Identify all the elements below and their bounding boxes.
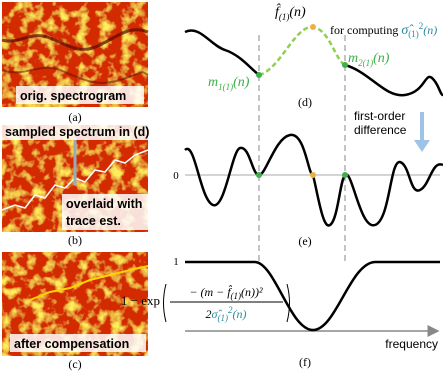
- trace: [29, 265, 149, 301]
- weight-curve: [185, 260, 440, 332]
- paren: [286, 283, 290, 323]
- panel-label: sampled spectrum in (d): [5, 125, 149, 139]
- arg: (n): [373, 51, 390, 66]
- caption: (d): [298, 95, 312, 109]
- panel-label: overlaid with: [66, 197, 142, 211]
- caption: (a): [68, 110, 81, 124]
- denominator: 2σ̂(1)2(n): [206, 305, 247, 323]
- note-text: for computing: [330, 23, 401, 37]
- arrow-label: first-order: [354, 109, 405, 123]
- sub: 2(1): [358, 58, 373, 68]
- formula: 1 − exp − (m − f̂(1)(n))² 2σ̂(1)2(n): [121, 283, 290, 323]
- sym: m: [348, 51, 358, 66]
- sym: σ̂: [212, 307, 223, 321]
- label-bg: [62, 194, 148, 230]
- sub: (1): [408, 29, 419, 39]
- m1: m1(1)(n): [208, 75, 250, 92]
- m2: m2(1)(n): [348, 51, 390, 68]
- sub: (1): [231, 291, 242, 301]
- formula-prefix: 1 − exp: [121, 293, 160, 308]
- num: − (m −: [189, 285, 227, 299]
- point: [342, 172, 348, 178]
- sym: m: [208, 75, 218, 90]
- numerator: − (m − f̂(1)(n))²: [189, 284, 263, 301]
- f-hat: f̂(1)(n): [275, 3, 306, 22]
- zero-label: 0: [173, 170, 179, 182]
- point: [310, 172, 316, 178]
- point: [342, 62, 348, 68]
- label-bg: [2, 124, 148, 140]
- arg: (n): [423, 23, 437, 37]
- point: [310, 24, 316, 30]
- one-label: 1: [173, 256, 179, 268]
- point: [256, 72, 262, 78]
- trace: [1, 28, 149, 51]
- note: for computing σ̂(1)2(n): [330, 21, 437, 39]
- panel-label: after compensation: [14, 337, 129, 351]
- label-bg: [16, 86, 144, 104]
- spectrum-curve: [344, 63, 443, 97]
- caption: (b): [68, 233, 82, 247]
- sym: f̂: [227, 284, 232, 299]
- sub: (1): [217, 313, 228, 323]
- caption: (c): [68, 357, 81, 371]
- sup: 2: [419, 21, 424, 31]
- sub: (1): [279, 12, 290, 22]
- paren: [163, 283, 167, 323]
- spectrum-curve: [184, 29, 260, 76]
- panel-label: trace est.: [66, 214, 121, 228]
- arg: (n): [289, 5, 306, 20]
- arg: (n): [233, 75, 250, 90]
- arg: (n): [232, 307, 246, 321]
- label-bg: [10, 334, 146, 352]
- arrow-label: difference: [354, 123, 407, 137]
- den: 2: [206, 307, 212, 321]
- sym: f̂: [275, 3, 282, 20]
- difference-curve: [184, 133, 443, 227]
- down-arrow: [414, 112, 430, 152]
- point: [256, 172, 262, 178]
- caption: (e): [298, 234, 311, 248]
- sub: 1(1): [218, 82, 233, 92]
- panel-label: orig. spectrogram: [20, 89, 126, 103]
- caption: (f): [299, 355, 311, 369]
- num-end: (n))²: [241, 285, 263, 299]
- sup: 2: [228, 305, 233, 315]
- trace: [1, 66, 149, 84]
- x-axis-label: frequency: [385, 337, 438, 351]
